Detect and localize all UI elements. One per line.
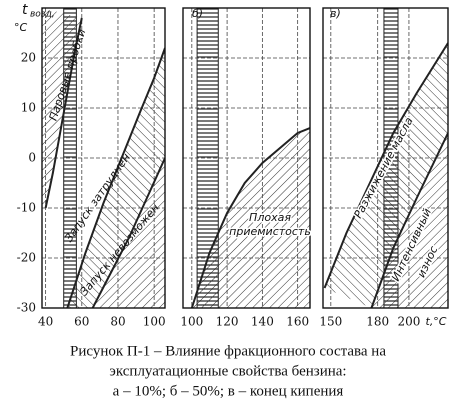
frame <box>41 7 166 309</box>
annotation: Плохая <box>249 211 291 224</box>
hatch-region <box>92 158 165 308</box>
y-label-sub: возд, <box>30 10 55 20</box>
panel: 100 120 140 160 <box>180 7 311 329</box>
curve <box>44 17 83 209</box>
y-tick-label: 0 <box>28 151 36 165</box>
caption: Рисунок П-1 – Влияние фракционного соста… <box>70 343 386 359</box>
x-tick-label: 80 <box>110 315 125 329</box>
x-tick-label: 40 <box>38 315 53 329</box>
panel: 150 180 200 <box>319 7 449 329</box>
x-tick-label: 150 <box>319 315 342 329</box>
x-tick-label: 180 <box>366 315 389 329</box>
y-tick-label: -10 <box>17 201 36 215</box>
caption: а – 10%; б – 50%; в – конец кипения <box>113 383 344 399</box>
x-tick-label: 100 <box>180 315 203 329</box>
curve <box>66 47 165 308</box>
frame <box>182 7 311 309</box>
panel-title: б) <box>192 7 203 20</box>
frame <box>322 7 449 309</box>
y-tick-label: 20 <box>21 51 36 65</box>
caption: эксплуатационные свойства бензина: <box>109 363 346 379</box>
hatch-region <box>191 128 310 308</box>
annotation: приемистость <box>229 225 311 238</box>
y-unit: °C <box>14 21 28 34</box>
curve <box>370 132 448 308</box>
x-tick-label: 200 <box>397 315 420 329</box>
y-tick-label: -30 <box>17 301 36 315</box>
x-tick-label: 160 <box>286 315 309 329</box>
x-tick-label: 60 <box>74 315 89 329</box>
y-label: t <box>22 2 28 18</box>
x-tick-label: 120 <box>216 315 239 329</box>
y-tick-label: 10 <box>21 101 36 115</box>
x-label: t,°C <box>426 315 447 328</box>
x-tick-label: 100 <box>143 315 166 329</box>
y-tick-label: -20 <box>17 251 36 265</box>
curve <box>91 157 165 308</box>
panel: -30 -20 -10 0 10 20 40 60 80 100 <box>17 7 166 329</box>
x-tick-label: 140 <box>251 315 274 329</box>
panel-title: в) <box>330 7 341 20</box>
curve <box>323 42 448 289</box>
curve <box>190 127 310 308</box>
